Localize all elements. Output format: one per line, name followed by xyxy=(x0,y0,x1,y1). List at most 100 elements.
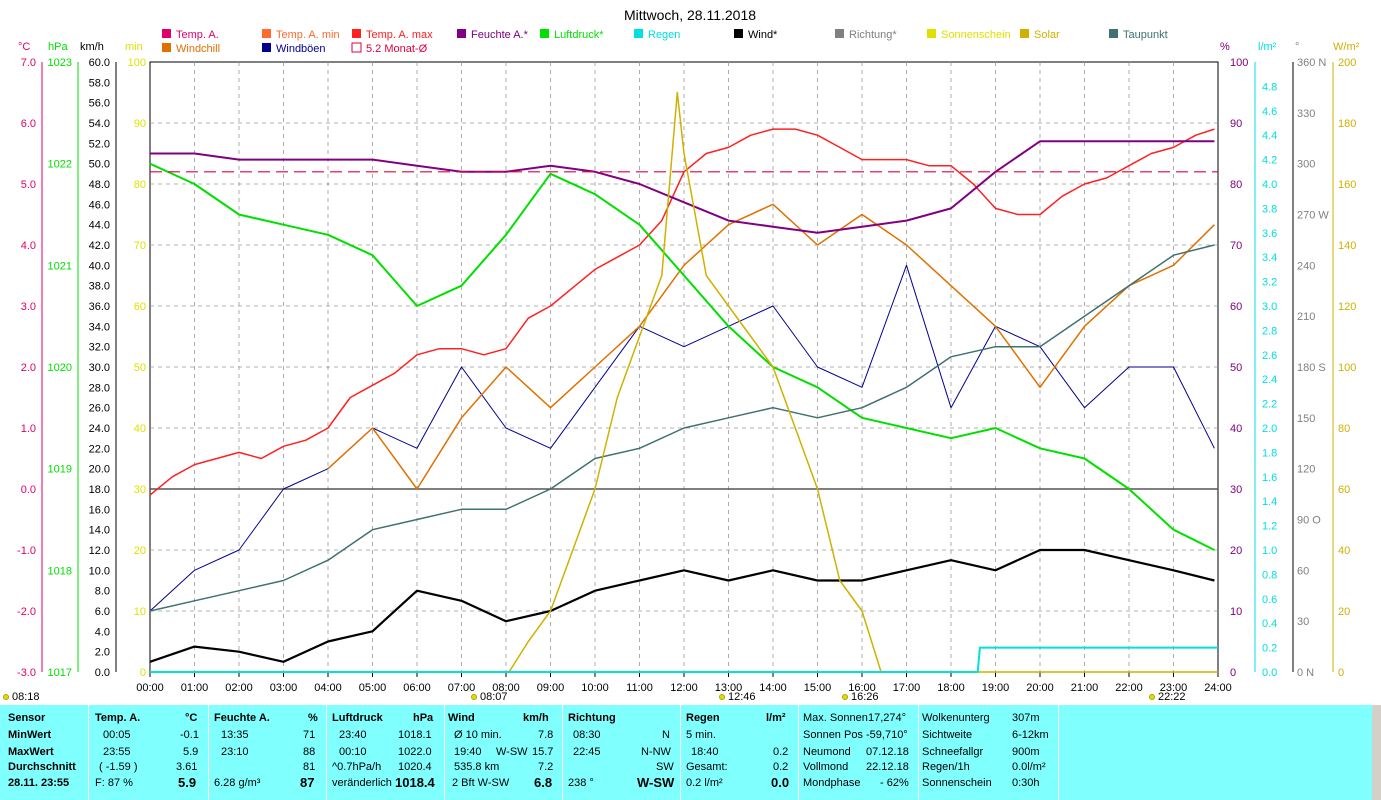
wind-tick: 60.0 xyxy=(89,57,110,69)
wind-tick: 38.0 xyxy=(89,281,110,293)
temp-min-time: 00:05 xyxy=(103,729,131,741)
rain-max-value: 0.2 xyxy=(773,746,789,758)
rain-tick: 2.4 xyxy=(1262,374,1277,386)
full-moon-value: 22.12.18 xyxy=(866,761,909,773)
series-line-regen xyxy=(150,646,1218,673)
wind-tick: 36.0 xyxy=(89,301,110,313)
temp-avg-value: 3.61 xyxy=(176,761,198,773)
x-tick-label: 23:00 xyxy=(1160,682,1188,694)
rain-now-value: 0.0 xyxy=(771,775,790,790)
wind-beaufort: 2 Bft W-SW xyxy=(452,777,510,789)
wind-tick: 2.0 xyxy=(95,647,110,659)
legend-swatch xyxy=(262,29,271,38)
wind-unit: km/h xyxy=(523,712,549,724)
temperature-tick: -3.0 xyxy=(17,667,36,679)
legend-swatch xyxy=(352,29,361,38)
pressure-tick: 1017 xyxy=(48,667,72,679)
solar-tick: 0 xyxy=(1338,667,1344,679)
temp-max-value: 5.9 xyxy=(183,746,199,758)
rain-tick: 1.2 xyxy=(1262,521,1277,533)
direction-tick: 150 xyxy=(1297,413,1315,425)
legend-swatch xyxy=(927,29,936,38)
series-line-windchill xyxy=(327,203,1215,490)
wind-tick: 34.0 xyxy=(89,321,110,333)
legend-label: Taupunkt xyxy=(1123,29,1168,41)
minwert-label: MinWert xyxy=(8,729,52,741)
temperature-tick: -1.0 xyxy=(17,545,36,557)
pressure-tick: 1019 xyxy=(48,464,72,476)
pressure-axis-header: hPa xyxy=(48,41,68,53)
wind-tick: 6.0 xyxy=(95,606,110,618)
rain-tick: 3.0 xyxy=(1262,301,1277,313)
new-moon-label: Neumond xyxy=(803,746,851,758)
humidity-tick: 30 xyxy=(1230,484,1242,496)
wind-tick: 0.0 xyxy=(95,667,110,679)
x-tick-label: 15:00 xyxy=(804,682,832,694)
rain-tick: 4.8 xyxy=(1262,81,1277,93)
vertical-scrollbar[interactable] xyxy=(1372,705,1381,800)
legend-label: Feuchte A.* xyxy=(471,29,529,41)
legend-swatch xyxy=(457,29,466,38)
pressure-avg-value: 1020.4 xyxy=(398,761,432,773)
x-tick-label: 01:00 xyxy=(181,682,209,694)
humidity-tick: 40 xyxy=(1230,423,1242,435)
x-tick-label: 06:00 xyxy=(403,682,431,694)
temperature-tick: 0.0 xyxy=(21,484,36,496)
rain-unit: l/m² xyxy=(766,712,786,724)
humidity-tick: 50 xyxy=(1230,362,1242,374)
solar-tick: 20 xyxy=(1338,606,1350,618)
sunshine_min-tick: 50 xyxy=(134,362,146,374)
pressure-trend: ^0.7hPa/h xyxy=(332,761,382,773)
rain-tick: 3.4 xyxy=(1262,252,1277,264)
rain-per-hour-value: 0.0l/m² xyxy=(1012,761,1046,773)
wind-tick: 46.0 xyxy=(89,199,110,211)
rain-amount: 0.2 l/m² xyxy=(686,777,723,789)
current-date: 28.11. 23:55 xyxy=(8,777,70,789)
solar-axis-header: W/m² xyxy=(1333,41,1360,53)
temp-unit: °C xyxy=(185,712,198,724)
temp-now-value: 5.9 xyxy=(178,775,197,790)
moon-time: 22:22 xyxy=(1158,691,1186,703)
solar-tick: 160 xyxy=(1338,179,1356,191)
sunset-icon xyxy=(842,694,848,700)
humidity-now-value: 87 xyxy=(300,775,315,790)
rain-tick: 0.4 xyxy=(1262,618,1277,630)
x-tick-label: 19:00 xyxy=(982,682,1010,694)
series-line-luftdruck xyxy=(149,162,1215,551)
rain-tick: 4.4 xyxy=(1262,130,1277,142)
x-tick-label: 04:00 xyxy=(314,682,342,694)
wind-tick: 18.0 xyxy=(89,484,110,496)
wind-tick: 10.0 xyxy=(89,565,110,577)
wind-tick: 44.0 xyxy=(89,220,110,232)
solar-tick: 100 xyxy=(1338,362,1356,374)
sun-peak-time: 12:46 xyxy=(728,691,756,703)
rain-interval-label: 5 min. xyxy=(686,729,716,741)
sunshine_min-tick: 40 xyxy=(134,423,146,435)
sunshine-axis-header: min xyxy=(125,41,143,53)
legend-label: Wind* xyxy=(748,29,778,41)
temp-max-time: 23:55 xyxy=(103,746,131,758)
humidity-tick: 10 xyxy=(1230,606,1242,618)
pressure-max-value: 1022.0 xyxy=(398,746,432,758)
legend: Temp. A. Temp. A. min Temp. A. max Feuchte … xyxy=(162,29,1168,55)
rain-tick: 2.0 xyxy=(1262,423,1277,435)
direction-tick: 300 xyxy=(1297,159,1315,171)
wind-avg10-value: 7.8 xyxy=(538,729,554,741)
legend-swatch xyxy=(734,29,743,38)
sunshine_min-tick: 0 xyxy=(140,667,146,679)
weather-chart: Mittwoch, 28.11.2018 Temp. A. Temp. A. mi… xyxy=(3,7,1360,703)
sunshine_min-tick: 10 xyxy=(134,606,146,618)
x-tick-label: 13:00 xyxy=(715,682,743,694)
direction-axis-header: ° xyxy=(1295,41,1299,53)
sunshine_min-tick: 60 xyxy=(134,301,146,313)
legend-label: Windchill xyxy=(176,43,220,55)
sunshine_min-tick: 70 xyxy=(134,240,146,252)
x-tick-label: 05:00 xyxy=(359,682,387,694)
direction-min-time: 08:30 xyxy=(573,729,601,741)
direction-degrees: 238 ° xyxy=(568,777,594,789)
solar-tick: 180 xyxy=(1338,118,1356,130)
durchschnitt-label: Durchschnitt xyxy=(8,761,76,773)
temperature-tick: -2.0 xyxy=(17,606,36,618)
legend-swatch xyxy=(540,29,549,38)
pressure-forecast: veränderlich xyxy=(332,777,392,789)
